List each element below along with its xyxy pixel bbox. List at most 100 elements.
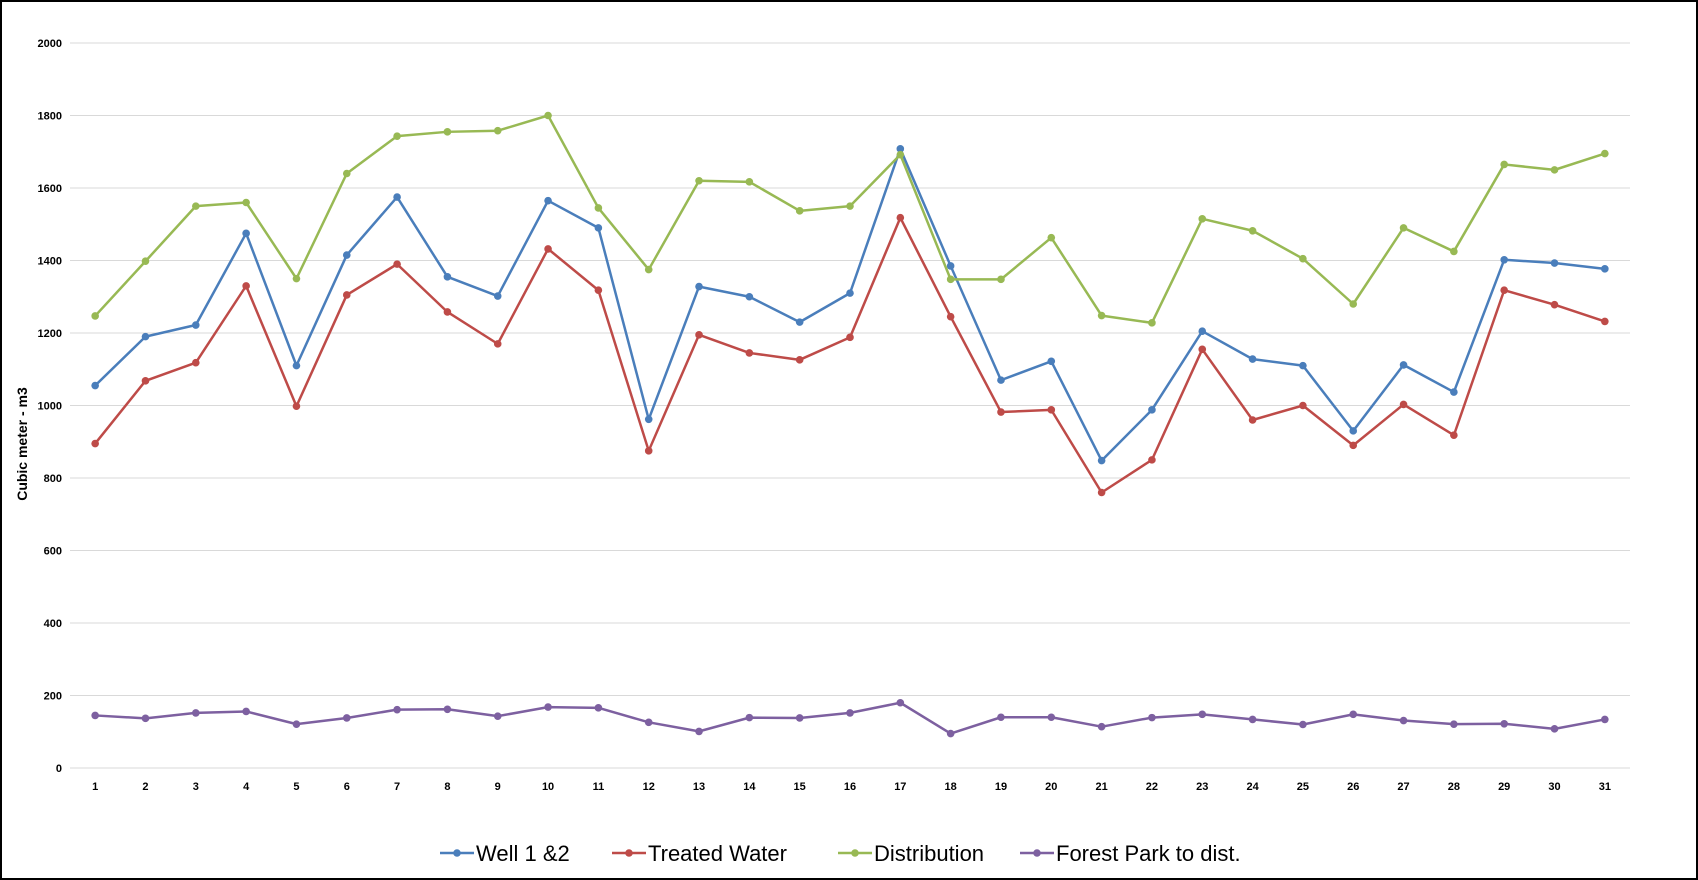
data-point [1148,456,1156,464]
y-tick-label: 400 [44,618,62,630]
x-tick-label: 9 [495,781,501,793]
y-axis-ticks: 0 200 400 600 800 1000 1200 1400 1600 1800 2000 [38,38,62,775]
data-point [1550,259,1559,267]
data-point [846,202,854,210]
x-tick-label: 1 [92,781,98,793]
x-tick-label: 18 [945,781,957,793]
x-tick-label: 7 [394,781,400,793]
data-point [997,376,1005,384]
data-point [644,447,653,455]
x-tick-label: 21 [1095,781,1107,793]
series-group [91,111,1609,738]
data-point [443,705,452,714]
x-tick-label: 23 [1196,781,1208,793]
data-point [493,712,502,720]
data-point [997,713,1005,722]
x-tick-label: 10 [542,781,554,793]
data-point [292,720,301,728]
x-tick-label: 8 [444,781,450,793]
data-point [1601,317,1609,326]
data-point [1248,715,1257,724]
legend-point-marker [851,849,859,857]
data-point [141,377,150,385]
data-point [192,202,200,210]
data-point [644,415,653,424]
data-point [946,275,955,284]
data-point [443,128,452,136]
data-point [443,308,452,316]
data-point [1097,488,1106,497]
data-point [1349,427,1358,435]
x-tick-label: 15 [794,781,806,793]
y-tick-label: 200 [44,691,62,703]
data-point [1500,286,1508,295]
legend-point-marker [453,849,461,857]
data-point [1349,441,1358,450]
data-point [594,224,603,232]
data-point [1097,722,1106,731]
x-tick-label: 12 [643,781,655,793]
series-1 [91,213,1609,497]
data-point [242,707,250,716]
data-point [393,132,401,140]
data-point [594,704,603,712]
y-tick-label: 2000 [38,38,62,50]
series-0 [91,145,1609,465]
data-point [695,331,703,339]
data-point [1248,355,1257,363]
data-point [946,729,955,738]
data-point [1047,713,1056,722]
data-point [192,709,200,717]
x-tick-label: 6 [344,781,350,793]
data-point [1198,215,1207,223]
y-tick-label: 0 [56,763,62,775]
data-point [192,358,200,367]
data-point [1097,311,1106,320]
y-tick-label: 600 [44,546,62,558]
y-tick-label: 1800 [38,111,62,123]
data-point [846,289,854,297]
data-point [846,333,854,342]
data-point [1399,400,1408,409]
data-point [1047,357,1056,366]
data-point [1500,160,1508,169]
data-point [141,332,150,341]
data-point [342,251,351,259]
data-point [1601,149,1609,158]
legend-item: Distribution [838,841,984,866]
data-point [1399,361,1408,369]
data-point [91,381,99,390]
series-line [94,147,1605,462]
data-point [594,286,603,295]
data-point [1450,388,1458,396]
data-point [493,126,502,135]
data-point [443,273,452,281]
data-point [1500,255,1508,264]
x-tick-label: 17 [894,781,906,793]
legend-label: Forest Park to dist. [1056,841,1241,866]
data-point [1450,247,1458,256]
data-point [544,196,552,205]
data-point [493,292,502,300]
data-point [795,714,804,722]
data-point [1450,431,1458,440]
data-point [242,229,250,238]
data-point [242,282,250,290]
y-tick-label: 1200 [38,328,62,340]
x-tick-label: 22 [1146,781,1158,793]
data-point [594,204,603,212]
x-tick-label: 5 [293,781,299,793]
x-tick-label: 29 [1498,781,1510,793]
data-point [544,703,552,711]
data-point [1248,416,1257,424]
data-point [644,265,653,274]
legend-point-marker [1033,849,1041,857]
legend-label: Well 1 &2 [476,841,570,866]
x-tick-label: 11 [593,781,605,793]
data-point [1148,319,1156,327]
data-point [745,713,754,722]
legend-item: Forest Park to dist. [1020,841,1241,866]
legend-label: Treated Water [648,841,787,866]
